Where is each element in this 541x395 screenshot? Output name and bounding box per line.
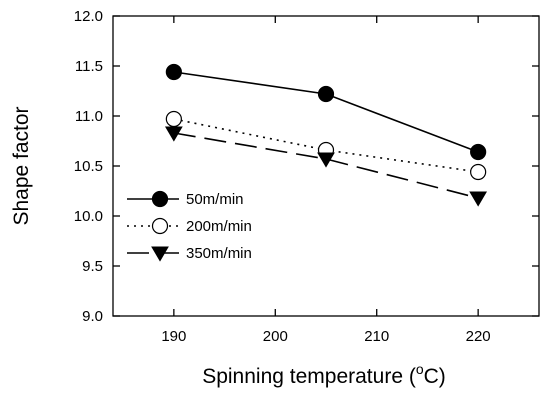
series-2 — [164, 126, 488, 207]
legend-marker — [151, 246, 169, 262]
x-axis-title: Spinning temperature (oC) — [202, 361, 446, 388]
series-line — [173, 132, 479, 199]
y-tick-label: 9.0 — [82, 308, 103, 325]
y-tick-label: 11.5 — [75, 58, 103, 75]
y-axis-ticks: 9.0 9.5 10.0 10.5 11.0 11.5 12.0 — [74, 8, 539, 325]
x-axis-title-sup: o — [416, 361, 424, 377]
y-tick-label: 12.0 — [74, 8, 103, 25]
x-tick-label: 220 — [466, 328, 491, 345]
data-point — [164, 126, 183, 142]
y-tick-label: 11.0 — [75, 108, 103, 125]
y-tick-label: 9.5 — [82, 258, 103, 275]
data-point — [317, 85, 335, 103]
y-axis-title: Shape factor — [10, 106, 33, 225]
x-axis-title-end: C) — [424, 365, 446, 388]
data-point — [317, 152, 335, 168]
legend-label: 350m/min — [186, 245, 252, 262]
series-0 — [165, 63, 487, 161]
x-tick-label: 210 — [364, 328, 389, 345]
x-tick-label: 190 — [161, 328, 186, 345]
data-point — [470, 143, 487, 161]
series-1 — [165, 110, 487, 181]
x-axis-ticks: 190 200 210 220 — [161, 16, 491, 345]
x-tick-label: 200 — [263, 328, 288, 345]
data-point — [469, 191, 488, 207]
x-axis-title-main: Spinning temperature ( — [202, 365, 416, 388]
data-point — [165, 110, 182, 128]
legend-label: 200m/min — [186, 218, 252, 235]
y-tick-label: 10.0 — [74, 208, 103, 225]
legend-marker — [151, 217, 169, 235]
legend-marker — [151, 190, 169, 208]
series-layer — [164, 63, 488, 207]
legend: 50m/min 200m/min 350m/min — [127, 190, 252, 262]
data-point — [470, 163, 487, 181]
data-point — [165, 63, 182, 81]
legend-label: 50m/min — [186, 191, 244, 208]
y-tick-label: 10.5 — [74, 158, 103, 175]
